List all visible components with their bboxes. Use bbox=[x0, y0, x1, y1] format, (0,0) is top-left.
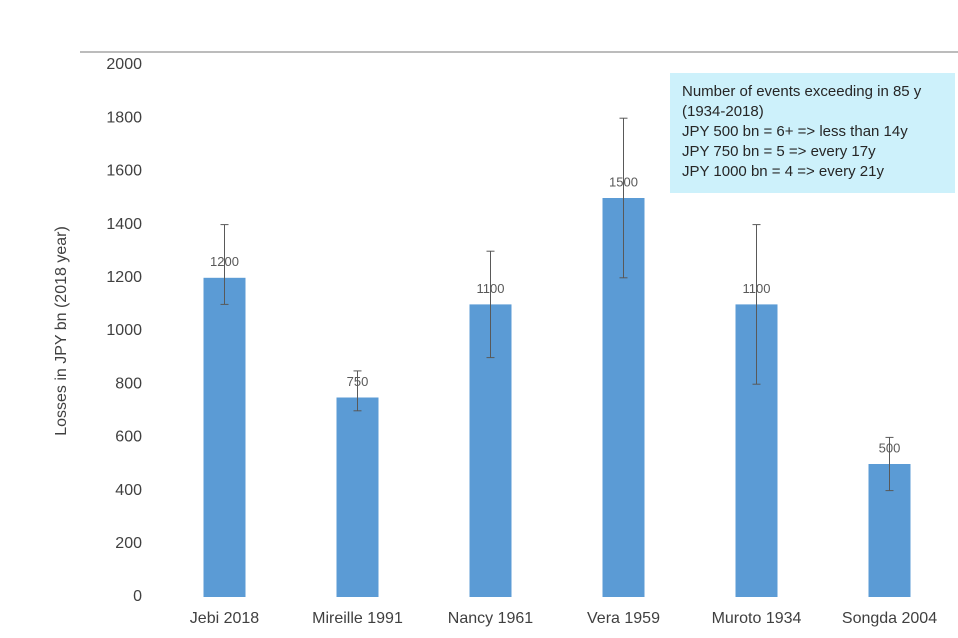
value-label: 1100 bbox=[477, 281, 505, 296]
annotation-line: JPY 500 bn = 6+ => less than 14y bbox=[682, 123, 908, 140]
y-tick-label: 1800 bbox=[106, 109, 142, 126]
annotation-line: Number of events exceeding in 85 y bbox=[682, 83, 922, 100]
value-label: 1200 bbox=[210, 254, 239, 269]
y-tick-label: 1000 bbox=[106, 322, 142, 339]
y-tick-label: 2000 bbox=[106, 56, 142, 73]
value-label: 1100 bbox=[743, 281, 771, 296]
value-label: 500 bbox=[879, 440, 901, 455]
y-tick-label: 800 bbox=[115, 375, 142, 392]
value-label: 750 bbox=[347, 374, 369, 389]
error-bar bbox=[752, 224, 761, 385]
bar bbox=[336, 397, 379, 597]
x-tick-label: Muroto 1934 bbox=[712, 610, 802, 627]
x-tick-label: Nancy 1961 bbox=[448, 610, 533, 627]
annotation: Number of events exceeding in 85 y (1934-… bbox=[682, 83, 922, 180]
y-axis-label: Losses in JPY bn (2018 year) bbox=[53, 226, 70, 436]
bar bbox=[203, 277, 246, 597]
error-bar bbox=[885, 436, 894, 492]
error-bar bbox=[220, 224, 229, 305]
annotation-line: JPY 750 bn = 5 => every 17y bbox=[682, 143, 876, 160]
x-tick-label: Mireille 1991 bbox=[312, 610, 403, 627]
x-tick-label: Vera 1959 bbox=[587, 610, 660, 627]
x-tick-label: Jebi 2018 bbox=[190, 610, 259, 627]
y-tick-label: 400 bbox=[115, 482, 142, 499]
y-tick-label: 600 bbox=[115, 429, 142, 446]
x-tick-label: Songda 2004 bbox=[842, 610, 937, 627]
y-tick-label: 0 bbox=[133, 588, 142, 605]
y-tick-label: 1400 bbox=[106, 216, 142, 233]
annotation-box bbox=[670, 73, 955, 193]
value-label: 1500 bbox=[609, 174, 638, 189]
error-bar bbox=[619, 117, 628, 279]
y-tick-label: 1600 bbox=[106, 163, 142, 180]
annotation-line: JPY 1000 bn = 4 => every 21y bbox=[682, 163, 884, 180]
annotation-line: (1934-2018) bbox=[682, 103, 764, 120]
error-bar bbox=[353, 370, 362, 412]
error-bar bbox=[486, 250, 495, 359]
y-tick-label: 200 bbox=[115, 535, 142, 552]
y-tick-label: 1200 bbox=[106, 269, 142, 286]
